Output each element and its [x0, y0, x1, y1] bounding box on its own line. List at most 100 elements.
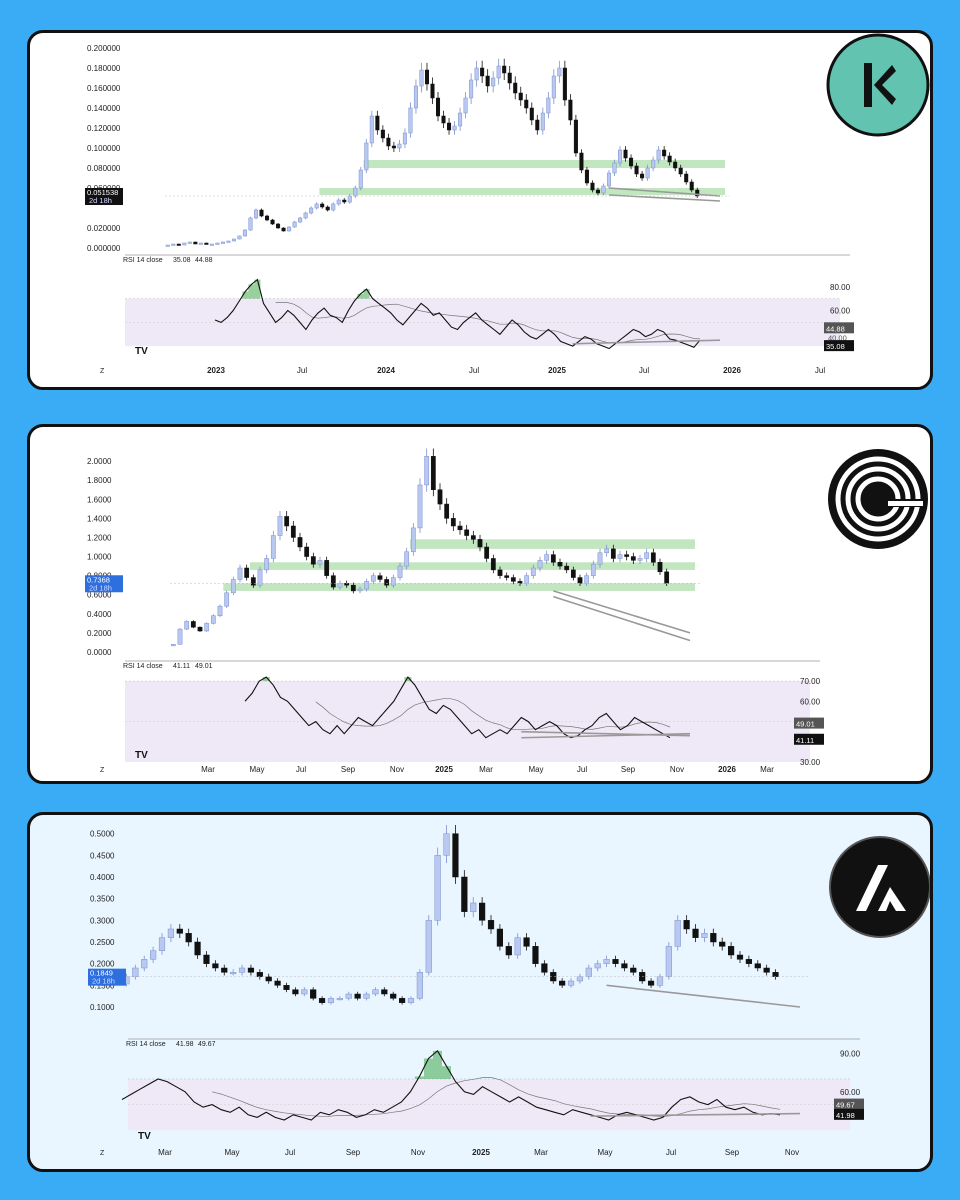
candle	[491, 77, 496, 87]
candle	[623, 149, 628, 159]
candle	[630, 967, 637, 973]
candle	[640, 173, 645, 179]
candle	[324, 560, 330, 576]
rsi-label: RSI 14 close	[123, 663, 163, 670]
candle	[226, 240, 231, 243]
candle	[452, 125, 457, 131]
candle	[264, 558, 270, 571]
rsi-ma-tag	[834, 1098, 864, 1110]
candle	[684, 173, 689, 183]
candle	[464, 529, 470, 536]
algorand-a-icon	[856, 865, 906, 911]
candle	[437, 489, 443, 505]
candle	[256, 972, 263, 977]
candle	[390, 577, 396, 586]
candle	[637, 558, 643, 561]
candle	[745, 959, 752, 964]
rsi-label: RSI 14 close	[126, 1041, 166, 1048]
algorand-logo	[829, 836, 930, 938]
candle	[141, 959, 148, 969]
candle	[692, 928, 699, 938]
candle	[610, 548, 616, 559]
candle	[353, 187, 358, 197]
candle	[301, 989, 308, 995]
candle	[584, 575, 590, 584]
candle	[537, 560, 543, 569]
candle	[656, 976, 664, 986]
candle	[248, 217, 253, 231]
candle	[193, 241, 198, 245]
x-tick-label: Mar	[534, 1148, 548, 1157]
candle	[336, 998, 343, 1001]
rsi-band	[125, 681, 810, 762]
x-tick-label: May	[597, 1148, 612, 1157]
candle	[331, 203, 336, 211]
candle	[292, 221, 297, 228]
candle	[634, 165, 639, 175]
y-tick-label: 0.6000	[87, 591, 112, 600]
candle	[215, 242, 220, 245]
candle	[364, 142, 369, 171]
candle	[187, 241, 192, 244]
candle	[535, 119, 540, 131]
z-label: Z	[100, 767, 105, 774]
candle	[603, 959, 610, 964]
candle	[372, 989, 379, 995]
candle	[541, 963, 548, 973]
candle	[375, 115, 380, 131]
candle	[197, 626, 203, 632]
x-tick-label: Sep	[621, 765, 636, 774]
candle	[673, 161, 678, 169]
candle	[237, 235, 242, 240]
rsi-tick-label: 70.00	[800, 677, 821, 686]
y-tick-label: 2.0000	[87, 457, 112, 466]
candle	[270, 535, 276, 559]
rsi-value-tag-value: 35.08	[826, 342, 845, 351]
rsi-overbought-fill	[254, 279, 261, 299]
rsi-overbought-fill	[441, 1066, 451, 1079]
candle	[402, 132, 407, 145]
candle	[171, 243, 176, 246]
candle	[242, 229, 247, 237]
y-tick-label: 0.2000	[87, 629, 112, 638]
x-tick-label: Sep	[341, 765, 356, 774]
candle	[754, 963, 761, 969]
candle	[270, 219, 275, 225]
candle	[369, 115, 374, 144]
candle	[203, 954, 210, 964]
rsi-value-tag	[794, 733, 824, 745]
candle	[230, 972, 237, 975]
candle	[496, 928, 504, 947]
candle	[701, 933, 708, 938]
rsi-tick-label: 90.00	[840, 1049, 861, 1058]
x-tick-label: Mar	[760, 765, 774, 774]
y-tick-label: 0.160000	[87, 84, 121, 93]
price-tag	[85, 575, 123, 593]
y-tick-label: 0.2500	[90, 938, 115, 947]
candle	[209, 243, 214, 246]
candle	[430, 83, 435, 99]
candle	[244, 567, 250, 578]
candle	[265, 215, 270, 221]
y-tick-label: 1.8000	[87, 476, 112, 485]
rsi-overbought-fill	[404, 677, 412, 682]
candle	[176, 928, 183, 934]
y-tick-label: 0.020000	[87, 224, 121, 233]
rsi-line	[214, 278, 701, 350]
candle	[309, 207, 314, 214]
candle	[585, 967, 592, 977]
support-trendline	[553, 590, 691, 634]
candle	[577, 577, 583, 584]
candle	[458, 112, 463, 127]
y-tick-label: 0.5000	[90, 830, 115, 839]
rsi-divergence-line	[590, 1112, 801, 1117]
candle	[513, 82, 518, 94]
candle	[497, 569, 503, 576]
candle	[177, 628, 183, 645]
candle	[182, 242, 187, 246]
candle	[567, 980, 575, 986]
candle	[546, 97, 551, 114]
candle	[621, 963, 628, 969]
price-tag-value: 0.1849	[90, 969, 113, 978]
candle	[404, 551, 410, 567]
